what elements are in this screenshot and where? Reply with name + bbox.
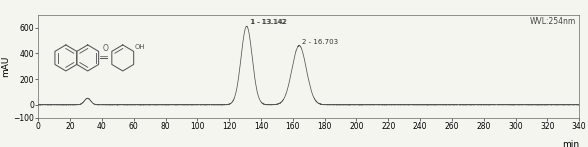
Text: WVL:254nm: WVL:254nm	[530, 17, 576, 26]
Y-axis label: mAU: mAU	[1, 55, 11, 77]
Text: OH: OH	[135, 44, 145, 50]
Text: 2 - 16.703: 2 - 16.703	[302, 39, 339, 45]
Text: 1 - 13.142: 1 - 13.142	[250, 19, 286, 25]
Text: O: O	[103, 44, 109, 53]
Text: 1 - 13.142: 1 - 13.142	[252, 19, 288, 25]
Text: min: min	[562, 140, 579, 147]
